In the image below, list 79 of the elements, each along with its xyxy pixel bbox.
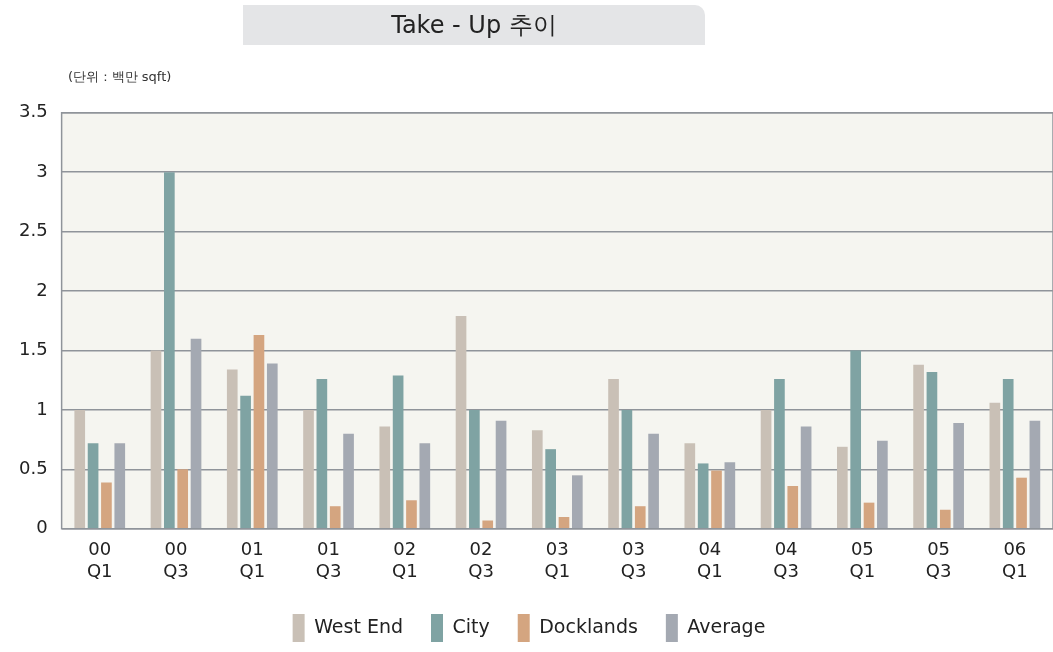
x-tick-label: 04 Q3 <box>773 538 799 581</box>
bar <box>724 462 736 529</box>
x-tick-label: 03 Q3 <box>620 538 647 581</box>
x-tick-label: 01 Q3 <box>315 538 342 581</box>
y-tick-label: 0.5 <box>18 457 48 479</box>
y-tick-label: 0 <box>36 516 48 538</box>
y-tick-label: 3.5 <box>18 100 48 122</box>
y-tick-label: 2 <box>36 278 48 300</box>
bar <box>164 172 175 529</box>
bar <box>953 423 964 529</box>
legend-label: West End <box>314 614 403 637</box>
bar <box>837 446 848 529</box>
bar <box>760 409 772 529</box>
bar <box>648 433 659 529</box>
bar <box>877 440 888 529</box>
bar <box>495 420 507 529</box>
bar <box>545 449 556 529</box>
bar <box>571 475 583 529</box>
bar <box>989 402 1001 529</box>
bar <box>684 443 696 529</box>
chart-title: Take - Up 추이 <box>243 5 705 45</box>
bar <box>531 430 543 529</box>
bar <box>177 469 189 529</box>
bar <box>558 516 570 529</box>
bar <box>74 409 86 529</box>
bar <box>150 350 162 529</box>
x-tick-label: 00 Q3 <box>163 538 189 581</box>
bar <box>329 506 341 529</box>
legend-label: Average <box>687 614 766 637</box>
bar <box>697 463 709 529</box>
bar <box>926 371 938 529</box>
bar <box>634 506 646 529</box>
legend-label: Docklands <box>539 614 638 637</box>
bar <box>482 520 494 529</box>
bar <box>1016 477 1027 529</box>
bar <box>913 364 924 529</box>
bar <box>87 443 99 529</box>
y-tick-label: 1.5 <box>18 338 48 360</box>
bar <box>800 426 812 529</box>
bar <box>392 375 404 529</box>
bar <box>114 443 126 529</box>
bar <box>1002 379 1014 529</box>
bar <box>455 316 467 529</box>
legend-label: City <box>452 614 490 637</box>
bar <box>406 500 417 529</box>
x-tick-label: 01 Q1 <box>239 538 266 581</box>
bar <box>190 338 202 529</box>
bar <box>1029 420 1041 529</box>
bar <box>787 486 799 529</box>
bar <box>608 379 619 529</box>
x-tick-label: 05 Q3 <box>925 538 952 581</box>
bar <box>379 426 391 529</box>
bar <box>266 363 278 529</box>
bar <box>711 470 722 529</box>
x-tick-label: 04 Q1 <box>697 538 723 581</box>
bar <box>939 509 951 529</box>
bar <box>343 433 354 529</box>
x-tick-label: 02 Q3 <box>468 538 494 581</box>
y-tick-label: 2.5 <box>18 219 48 241</box>
bar <box>101 482 112 529</box>
bar <box>240 395 251 529</box>
bar <box>469 409 480 529</box>
x-tick-label: 02 Q1 <box>391 538 418 581</box>
y-tick-label: 3 <box>36 159 48 181</box>
bar <box>253 335 265 529</box>
bar <box>850 350 862 529</box>
bar <box>863 502 875 529</box>
bar <box>226 369 238 529</box>
bar <box>303 409 314 529</box>
bar <box>621 409 633 529</box>
y-tick-label: 1 <box>36 397 48 419</box>
y-axis-title: (단위 : 백만 sqft) <box>68 68 172 86</box>
x-tick-label: 05 Q1 <box>849 538 876 581</box>
x-tick-label: 03 Q1 <box>544 538 571 581</box>
bar <box>316 379 328 529</box>
x-tick-label: 00 Q1 <box>86 538 113 581</box>
x-tick-label: 06 Q1 <box>1002 538 1028 581</box>
bar <box>419 443 431 529</box>
bar <box>774 379 785 529</box>
